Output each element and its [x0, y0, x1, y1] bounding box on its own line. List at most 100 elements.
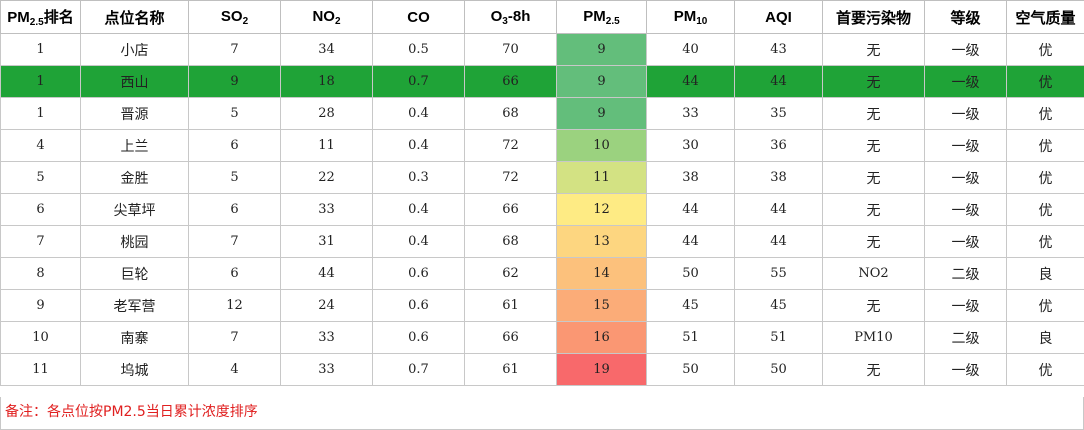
- cell-aqi: 51: [734, 321, 823, 354]
- cell-aqi: 50: [734, 353, 823, 386]
- cell-o3: 70: [464, 33, 557, 66]
- cell-rank: 11: [0, 353, 81, 386]
- table-row: 1 小店 7 34 0.5 70 9 40 43 无一级优: [0, 33, 1084, 66]
- header-pm25: PM2.5: [556, 0, 647, 34]
- cell-quality: 优: [1006, 161, 1084, 194]
- cell-grade: 一级: [924, 193, 1007, 226]
- cell-site: 西山: [80, 65, 189, 98]
- cell-so2: 5: [188, 97, 281, 130]
- cell-grade: 二级: [924, 321, 1007, 354]
- cell-co: 0.5: [372, 33, 465, 66]
- cell-o3: 68: [464, 97, 557, 130]
- cell-rank: 4: [0, 129, 81, 162]
- cell-pm10: 45: [646, 289, 735, 322]
- cell-rank: 7: [0, 225, 81, 258]
- cell-pm10: 44: [646, 193, 735, 226]
- cell-no2: 18: [280, 65, 373, 98]
- cell-no2: 31: [280, 225, 373, 258]
- cell-quality: 良: [1006, 257, 1084, 290]
- air-quality-table: PM2.5排名 点位名称 SO2 NO2 CO O3-8h PM2.5 PM10…: [0, 0, 1084, 386]
- table-row: 7 桃园 7 31 0.4 68 13 44 44 无一级优: [0, 225, 1084, 258]
- cell-site: 小店: [80, 33, 189, 66]
- header-row: PM2.5排名 点位名称 SO2 NO2 CO O3-8h PM2.5 PM10…: [0, 0, 1084, 34]
- cell-so2: 6: [188, 129, 281, 162]
- cell-quality: 优: [1006, 33, 1084, 66]
- header-co: CO: [372, 0, 465, 34]
- cell-no2: 44: [280, 257, 373, 290]
- cell-grade: 一级: [924, 65, 1007, 98]
- cell-so2: 7: [188, 33, 281, 66]
- cell-co: 0.6: [372, 289, 465, 322]
- cell-pm25: 10: [556, 129, 647, 162]
- cell-aqi: 38: [734, 161, 823, 194]
- cell-site: 晋源: [80, 97, 189, 130]
- header-quality: 空气质量: [1006, 0, 1084, 34]
- cell-grade: 一级: [924, 97, 1007, 130]
- cell-primary-pollutant: 无: [822, 65, 925, 98]
- cell-grade: 一级: [924, 33, 1007, 66]
- cell-aqi: 45: [734, 289, 823, 322]
- cell-o3: 66: [464, 321, 557, 354]
- cell-co: 0.4: [372, 97, 465, 130]
- cell-no2: 33: [280, 193, 373, 226]
- cell-pm25: 9: [556, 97, 647, 130]
- cell-no2: 11: [280, 129, 373, 162]
- table-row: 10 南寨 7 33 0.6 66 16 51 51 PM10 二级良: [0, 321, 1084, 354]
- cell-aqi: 36: [734, 129, 823, 162]
- header-o3: O3-8h: [464, 0, 557, 34]
- cell-pm25: 13: [556, 225, 647, 258]
- cell-no2: 33: [280, 353, 373, 386]
- cell-site: 巨轮: [80, 257, 189, 290]
- cell-pm10: 38: [646, 161, 735, 194]
- cell-primary-pollutant: 无: [822, 129, 925, 162]
- cell-co: 0.6: [372, 321, 465, 354]
- table-row: 1 西山 9 18 0.7 66 9 44 44 无一级优: [0, 65, 1084, 98]
- cell-no2: 22: [280, 161, 373, 194]
- cell-site: 尖草坪: [80, 193, 189, 226]
- table-body: 1 小店 7 34 0.5 70 9 40 43 无一级优 1 西山 9 18 0.7 66 9 44 44 无一级优…: [0, 33, 1084, 386]
- cell-o3: 72: [464, 161, 557, 194]
- cell-so2: 12: [188, 289, 281, 322]
- cell-so2: 6: [188, 193, 281, 226]
- cell-site: 桃园: [80, 225, 189, 258]
- cell-o3: 62: [464, 257, 557, 290]
- cell-grade: 一级: [924, 353, 1007, 386]
- cell-so2: 6: [188, 257, 281, 290]
- cell-co: 0.3: [372, 161, 465, 194]
- table-row: 6 尖草坪 6 33 0.4 66 12 44 44 无一级优: [0, 193, 1084, 226]
- cell-quality: 优: [1006, 353, 1084, 386]
- cell-rank: 5: [0, 161, 81, 194]
- cell-pm25: 19: [556, 353, 647, 386]
- header-rank: PM2.5排名: [0, 0, 81, 34]
- table-row: 9 老军营 12 24 0.6 61 15 45 45 无一级优: [0, 289, 1084, 322]
- cell-rank: 1: [0, 33, 81, 66]
- cell-site: 坞城: [80, 353, 189, 386]
- cell-rank: 10: [0, 321, 81, 354]
- cell-grade: 一级: [924, 225, 1007, 258]
- cell-co: 0.7: [372, 353, 465, 386]
- header-site: 点位名称: [80, 0, 189, 34]
- cell-grade: 一级: [924, 161, 1007, 194]
- cell-o3: 68: [464, 225, 557, 258]
- cell-pm25: 9: [556, 65, 647, 98]
- cell-quality: 优: [1006, 65, 1084, 98]
- table-row: 1 晋源 5 28 0.4 68 9 33 35 无一级优: [0, 97, 1084, 130]
- cell-pm25: 14: [556, 257, 647, 290]
- cell-quality: 良: [1006, 321, 1084, 354]
- cell-o3: 66: [464, 193, 557, 226]
- cell-o3: 61: [464, 353, 557, 386]
- cell-pm10: 44: [646, 65, 735, 98]
- cell-pm25: 9: [556, 33, 647, 66]
- table-row: 5 金胜 5 22 0.3 72 11 38 38 无一级优: [0, 161, 1084, 194]
- cell-so2: 5: [188, 161, 281, 194]
- cell-o3: 72: [464, 129, 557, 162]
- cell-grade: 二级: [924, 257, 1007, 290]
- cell-pm25: 15: [556, 289, 647, 322]
- header-grade: 等级: [924, 0, 1007, 34]
- cell-aqi: 55: [734, 257, 823, 290]
- cell-rank: 9: [0, 289, 81, 322]
- cell-so2: 7: [188, 225, 281, 258]
- cell-pm10: 51: [646, 321, 735, 354]
- cell-co: 0.7: [372, 65, 465, 98]
- cell-rank: 1: [0, 65, 81, 98]
